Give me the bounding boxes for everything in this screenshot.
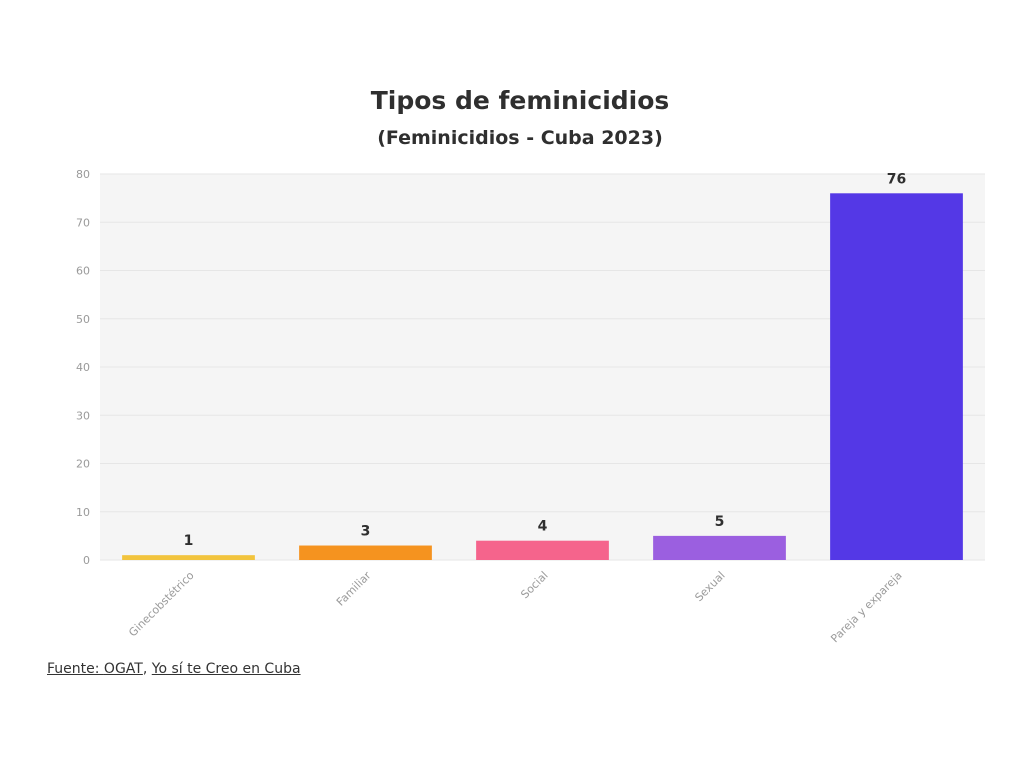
data-label: 5	[715, 514, 725, 530]
source-separator: ,	[142, 661, 152, 677]
x-tick-label: Social	[518, 569, 550, 601]
y-tick-label: 50	[76, 313, 90, 326]
x-tick-label: Pareja y expareja	[828, 569, 904, 645]
data-label: 4	[538, 519, 548, 535]
data-label: 3	[361, 524, 371, 540]
y-tick-label: 70	[76, 216, 90, 229]
y-tick-label: 20	[76, 458, 90, 471]
y-tick-label: 30	[76, 409, 90, 422]
y-tick-label: 0	[83, 554, 90, 567]
y-tick-label: 10	[76, 506, 90, 519]
bar	[653, 535, 786, 560]
x-tick-label: Ginecobstétrico	[126, 569, 197, 640]
bar	[830, 193, 963, 561]
y-tick-label: 60	[76, 265, 90, 278]
chart-title: Tipos de feminicidios	[370, 86, 670, 115]
source-prefix-link[interactable]: Fuente:	[47, 661, 104, 677]
bar-chart: 0 10 20 30 40 50 60 70 80 1 Ginecobstétrico 3 Famili…	[76, 168, 985, 645]
chart-subtitle: (Feminicidios - Cuba 2023)	[377, 127, 663, 149]
data-label: 1	[184, 533, 194, 549]
x-tick-label: Familiar	[334, 569, 374, 609]
source-note: Fuente: OGAT, Yo sí te Creo en Cuba	[47, 661, 301, 677]
source-yosite-link[interactable]: Yo sí te Creo en Cuba	[151, 661, 301, 677]
source-ogat-link[interactable]: OGAT	[103, 661, 143, 677]
y-tick-label: 80	[76, 168, 90, 181]
data-label: 76	[887, 171, 906, 187]
bar	[299, 545, 432, 560]
y-tick-label: 40	[76, 361, 90, 374]
bar	[476, 540, 609, 560]
bar	[122, 555, 255, 560]
x-tick-label: Sexual	[692, 569, 727, 604]
